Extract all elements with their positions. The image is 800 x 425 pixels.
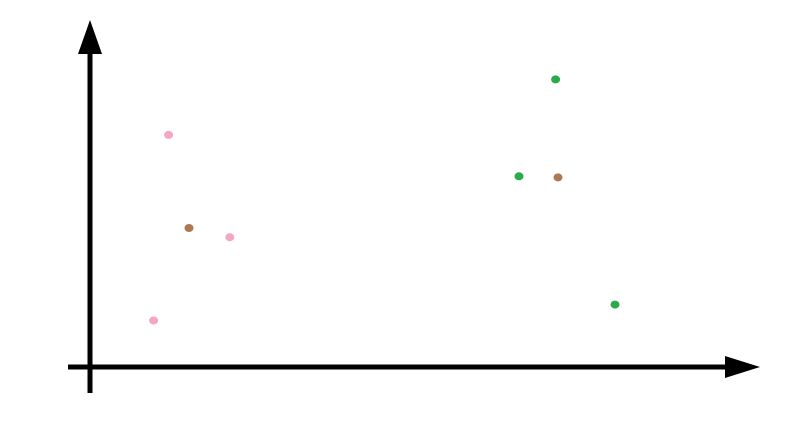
y-axis-arrowhead [78, 20, 102, 54]
data-point-s2-1 [514, 172, 524, 181]
data-point-s2-0 [551, 75, 561, 84]
data-point-s1-1 [553, 173, 563, 182]
data-point-s1-0 [184, 224, 194, 232]
points-layer [149, 75, 620, 325]
data-point-s0-1 [225, 233, 235, 242]
data-point-s0-2 [149, 316, 159, 325]
x-axis-arrowhead [725, 356, 760, 378]
axes [68, 20, 760, 393]
data-point-s0-0 [164, 130, 174, 139]
data-point-s2-2 [610, 300, 620, 309]
